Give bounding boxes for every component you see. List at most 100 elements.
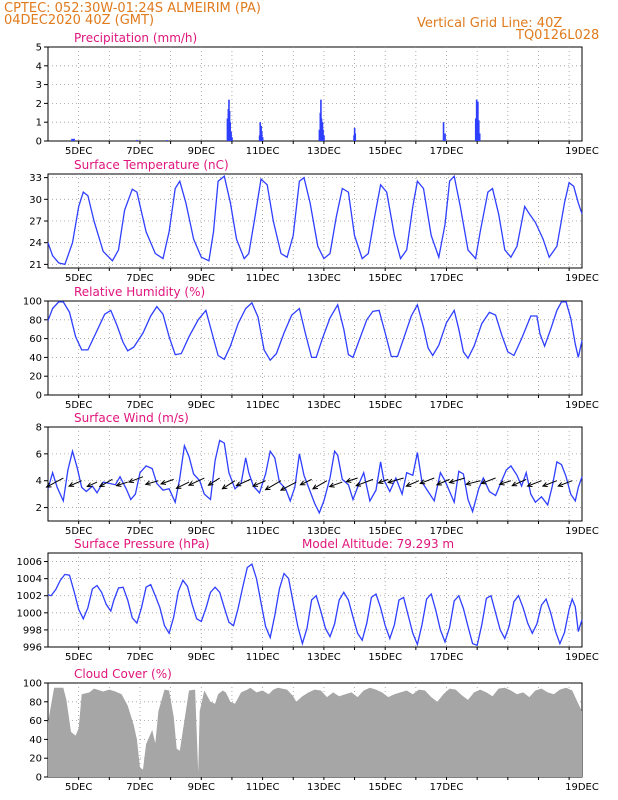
precip-bar bbox=[318, 129, 321, 141]
y-tick-label: 100 bbox=[23, 679, 42, 690]
wind-vector bbox=[558, 480, 573, 487]
header-station: CPTEC: 052:30W-01:24S ALMEIRIM (PA) bbox=[4, 1, 261, 16]
x-tick-label: 5DEC bbox=[65, 400, 92, 411]
x-tick-label: 13DEC bbox=[307, 146, 341, 157]
y-tick-label: 0 bbox=[36, 137, 42, 148]
x-tick-label: 7DEC bbox=[126, 782, 153, 793]
wind-vector-head bbox=[221, 484, 228, 490]
panel-title: Surface Pressure (hPa) bbox=[74, 537, 210, 551]
y-tick-label: 33 bbox=[29, 173, 42, 184]
x-tick-label: 15DEC bbox=[368, 273, 402, 284]
wind-vector bbox=[420, 477, 435, 484]
precip-bar bbox=[477, 101, 479, 141]
x-tick-label: 17DEC bbox=[430, 782, 464, 793]
x-tick-label: 13DEC bbox=[307, 526, 341, 537]
wind-vector bbox=[436, 478, 450, 486]
x-tick-label: 7DEC bbox=[126, 273, 153, 284]
panel-title: Relative Humidity (%) bbox=[74, 285, 205, 299]
wind-vector bbox=[329, 481, 343, 488]
y-tick-label: 5 bbox=[36, 43, 42, 54]
precip-bar bbox=[474, 118, 477, 141]
wind-vector-head bbox=[160, 479, 167, 485]
wind-vector-head bbox=[465, 480, 472, 486]
wind-vector bbox=[378, 478, 389, 484]
y-tick-label: 80 bbox=[29, 697, 42, 708]
precip-bar bbox=[136, 139, 138, 141]
header-datetime: 04DEC2020 40Z (GMT) bbox=[4, 13, 155, 28]
x-tick-label: 9DEC bbox=[188, 782, 215, 793]
series-line bbox=[47, 174, 583, 266]
precip-bar bbox=[260, 131, 263, 141]
panel-precip bbox=[44, 46, 583, 144]
x-tick-label: 19DEC bbox=[565, 400, 599, 411]
wind-vector bbox=[145, 480, 159, 485]
y-tick-label: 2 bbox=[36, 99, 42, 110]
wind-vector bbox=[222, 480, 236, 490]
wind-vector bbox=[46, 477, 64, 488]
wind-vector bbox=[128, 476, 144, 483]
precip-bar bbox=[442, 122, 445, 141]
wind-vector bbox=[176, 481, 190, 489]
wind-vector-head bbox=[279, 485, 286, 491]
wind-vector-head bbox=[299, 480, 306, 486]
precip-bar bbox=[231, 137, 233, 141]
precip-bar bbox=[226, 118, 229, 141]
y-tick-label: 24 bbox=[29, 238, 42, 249]
wind-vector-head bbox=[251, 482, 259, 487]
wind-vector-head bbox=[345, 477, 352, 483]
wind-vector bbox=[499, 480, 512, 485]
y-tick-label: 3 bbox=[36, 80, 42, 91]
y-tick-label: 2 bbox=[36, 503, 42, 514]
x-tick-label: 5DEC bbox=[65, 782, 92, 793]
y-tick-label: 1002 bbox=[17, 591, 42, 602]
y-tick-label: 20 bbox=[29, 754, 42, 765]
y-tick-label: 0 bbox=[36, 391, 42, 402]
precip-bar bbox=[73, 138, 75, 141]
x-tick-label: 5DEC bbox=[65, 146, 92, 157]
wind-vector bbox=[346, 477, 358, 483]
precip-bar bbox=[166, 140, 168, 141]
wind-vector-head bbox=[235, 481, 242, 487]
header-grid-line: Vertical Grid Line: 40Z bbox=[417, 16, 563, 31]
precip-bar bbox=[354, 133, 357, 141]
wind-vector-head bbox=[264, 485, 271, 491]
y-tick-label: 996 bbox=[23, 643, 42, 654]
panel-wind bbox=[44, 426, 583, 524]
precip-bar bbox=[322, 129, 324, 141]
precip-bar bbox=[259, 122, 262, 141]
series-line bbox=[47, 301, 583, 362]
wind-vector-head bbox=[387, 478, 394, 484]
wind-vector bbox=[236, 478, 251, 487]
y-tick-label: 40 bbox=[29, 353, 42, 364]
panel-title: Precipitation (mm/h) bbox=[74, 31, 197, 45]
x-tick-label: 9DEC bbox=[188, 526, 215, 537]
panel-title: Surface Temperature (nC) bbox=[74, 158, 229, 172]
y-tick-label: 1006 bbox=[17, 557, 42, 568]
precip-bar bbox=[229, 122, 231, 141]
x-tick-label: 15DEC bbox=[368, 146, 402, 157]
wind-vector-head bbox=[511, 481, 518, 487]
wind-vector bbox=[300, 478, 312, 486]
panel-title: Cloud Cover (%) bbox=[74, 667, 172, 681]
y-tick-label: 80 bbox=[29, 315, 42, 326]
header-model: TQ0126L028 bbox=[516, 28, 600, 43]
x-tick-label: 15DEC bbox=[368, 526, 402, 537]
y-tick-label: 998 bbox=[23, 625, 42, 636]
precip-bar bbox=[478, 133, 481, 141]
y-tick-label: 21 bbox=[29, 260, 42, 271]
y-tick-label: 60 bbox=[29, 716, 42, 727]
panel-frame bbox=[47, 552, 583, 648]
wind-vector-head bbox=[311, 484, 318, 490]
x-tick-label: 17DEC bbox=[430, 400, 464, 411]
wind-vector bbox=[208, 477, 220, 486]
precip-bar bbox=[323, 135, 325, 141]
wind-vector-head bbox=[86, 482, 93, 488]
x-tick-label: 13DEC bbox=[307, 782, 341, 793]
wind-vector-head bbox=[45, 482, 52, 488]
x-tick-label: 19DEC bbox=[565, 146, 599, 157]
x-tick-label: 13DEC bbox=[307, 400, 341, 411]
x-tick-label: 13DEC bbox=[307, 652, 341, 663]
wind-vector-head bbox=[405, 482, 412, 487]
panel-rh bbox=[44, 300, 583, 398]
x-tick-label: 13DEC bbox=[307, 273, 341, 284]
